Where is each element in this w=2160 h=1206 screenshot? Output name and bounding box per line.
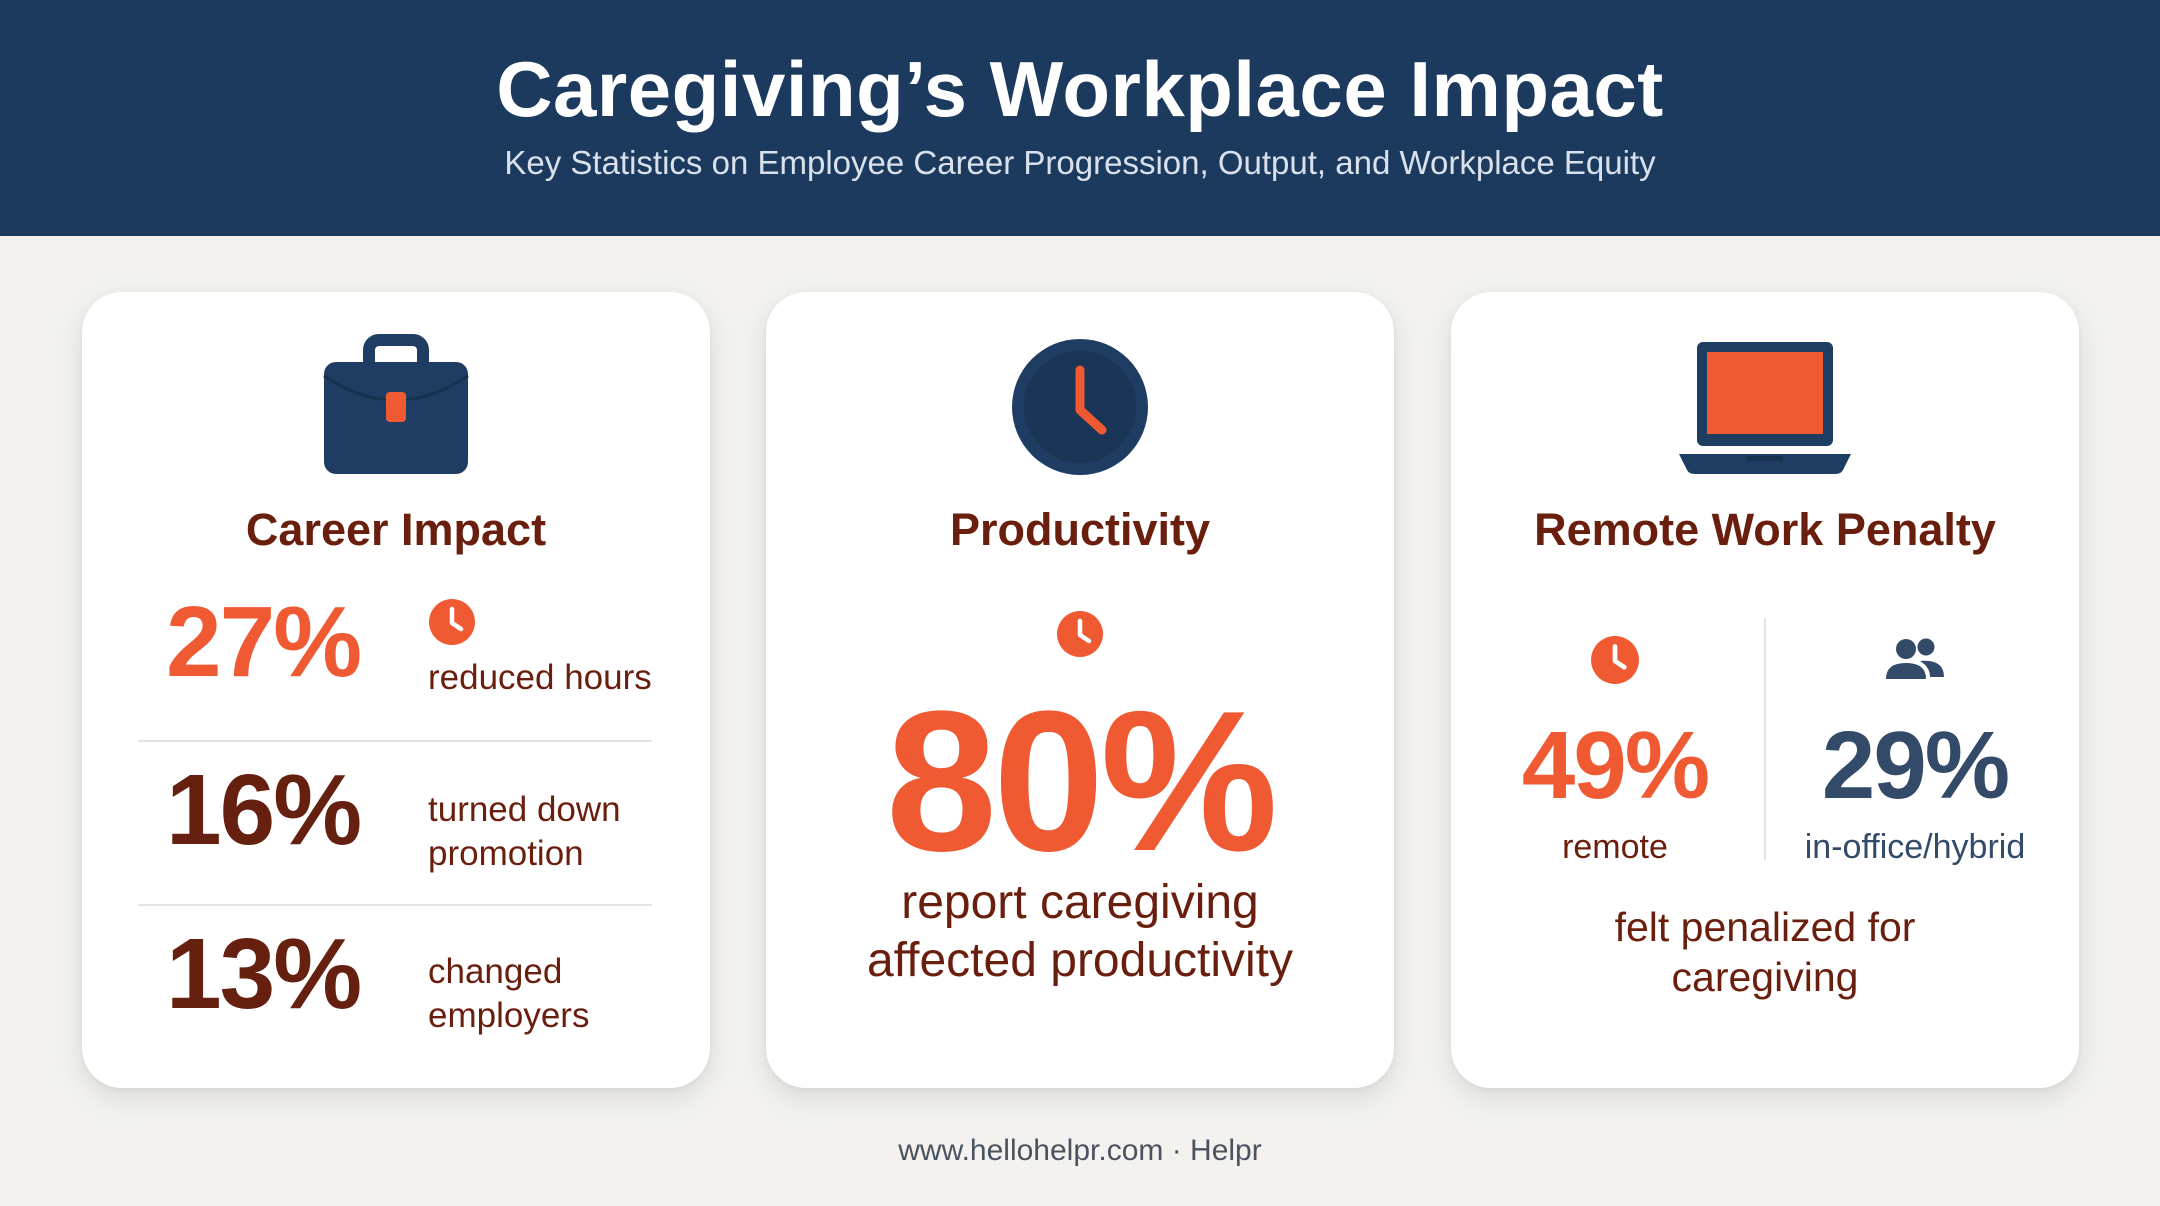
people-icon [1886, 638, 1944, 679]
description-line: felt penalized for [1614, 904, 1916, 950]
stat-row-changed-employers: 13% changed employers [138, 906, 652, 1070]
stat-value: 16% [166, 754, 362, 866]
divider [138, 740, 652, 742]
page-subtitle: Key Statistics on Employee Career Progre… [504, 144, 1656, 181]
remote-work-description: felt penalized for caregiving [1451, 902, 2079, 1002]
in-office-label: in-office/hybrid [1804, 828, 2026, 866]
stat-value: 27% [166, 586, 362, 698]
clock-icon [1057, 611, 1103, 657]
career-impact-card: Career Impact 27% reduced hours 16% turn… [82, 292, 710, 1088]
stat-label: turned down promotion [428, 788, 621, 876]
header-banner: Caregiving’s Workplace Impact Key Statis… [0, 0, 2160, 236]
stat-label-line: turned down [428, 790, 621, 829]
productivity-description: report caregiving affected productivity [766, 874, 1394, 990]
description-line: caregiving [1671, 954, 1859, 1000]
in-office-stat: 29% in-office/hybrid [1765, 632, 2065, 867]
briefcase-icon [323, 334, 469, 474]
description-line: affected productivity [866, 934, 1294, 987]
stat-label: reduced hours [428, 658, 652, 697]
remote-work-card: Remote Work Penalty 49% remote [1451, 292, 2079, 1088]
productivity-title: Productivity [949, 504, 1211, 555]
divider [138, 904, 652, 906]
in-office-value: 29% [1821, 712, 2010, 819]
stat-row-turned-down-promotion: 16% turned down promotion [138, 742, 652, 906]
clock-icon [1012, 339, 1148, 475]
remote-work-title: Remote Work Penalty [1534, 504, 1996, 555]
vertical-divider [1764, 618, 1766, 860]
remote-value: 49% [1521, 712, 1710, 819]
stat-label-line: employers [428, 996, 590, 1035]
page-title: Caregiving’s Workplace Impact [496, 45, 1664, 133]
description-line: report caregiving [901, 876, 1259, 929]
stat-label: changed employers [428, 950, 589, 1038]
clock-icon [1591, 636, 1639, 684]
stat-row-reduced-hours: 27% reduced hours [138, 574, 652, 738]
productivity-value: 80% [885, 670, 1278, 893]
remote-stat: 49% remote [1465, 632, 1765, 867]
stat-label-line: changed [428, 952, 563, 991]
stat-label-line: promotion [428, 834, 584, 873]
clock-icon [429, 599, 475, 645]
productivity-card: Productivity 80% report caregiving affec… [766, 292, 1394, 1088]
footer-source: www.hellohelpr.com · Helpr [898, 1134, 1262, 1167]
career-impact-title: Career Impact [245, 504, 547, 555]
remote-label: remote [1562, 828, 1668, 866]
stat-value: 13% [166, 918, 362, 1030]
laptop-icon [1679, 342, 1851, 474]
